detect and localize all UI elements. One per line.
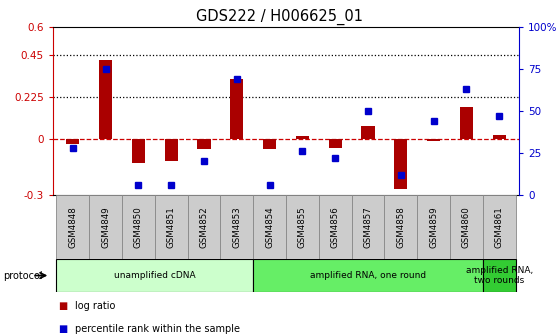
- Text: amplified RNA,
two rounds: amplified RNA, two rounds: [465, 266, 533, 285]
- Bar: [253, 259, 483, 292]
- Text: GSM4861: GSM4861: [495, 206, 504, 248]
- Text: GSM4856: GSM4856: [331, 206, 340, 248]
- Text: percentile rank within the sample: percentile rank within the sample: [75, 324, 240, 334]
- Bar: [493, 135, 506, 139]
- Text: unamplified cDNA: unamplified cDNA: [114, 271, 195, 280]
- Bar: [450, 195, 483, 259]
- Bar: [319, 195, 352, 259]
- Text: GSM4855: GSM4855: [298, 206, 307, 248]
- Text: GSM4859: GSM4859: [429, 206, 438, 248]
- Bar: [132, 139, 145, 163]
- Bar: [122, 195, 155, 259]
- Text: GSM4849: GSM4849: [101, 206, 110, 248]
- Text: GSM4860: GSM4860: [462, 206, 471, 248]
- Text: GSM4850: GSM4850: [134, 206, 143, 248]
- Text: GDS222 / H006625_01: GDS222 / H006625_01: [195, 8, 363, 25]
- Bar: [198, 139, 210, 149]
- Text: protocol: protocol: [3, 270, 42, 281]
- Bar: [89, 195, 122, 259]
- Bar: [352, 195, 384, 259]
- Bar: [384, 195, 417, 259]
- Bar: [253, 195, 286, 259]
- Bar: [165, 139, 177, 161]
- Text: GSM4851: GSM4851: [167, 206, 176, 248]
- Bar: [99, 60, 112, 139]
- Bar: [56, 259, 253, 292]
- Text: GSM4853: GSM4853: [232, 206, 241, 248]
- Text: amplified RNA, one round: amplified RNA, one round: [310, 271, 426, 280]
- Text: GSM4852: GSM4852: [199, 206, 209, 248]
- Text: GSM4857: GSM4857: [363, 206, 373, 248]
- Bar: [395, 139, 407, 189]
- Bar: [483, 195, 516, 259]
- Text: ■: ■: [59, 301, 68, 311]
- Bar: [329, 139, 341, 148]
- Bar: [230, 79, 243, 139]
- Bar: [286, 195, 319, 259]
- Bar: [427, 139, 440, 141]
- Text: GSM4854: GSM4854: [265, 206, 274, 248]
- Bar: [56, 195, 89, 259]
- Text: GSM4858: GSM4858: [396, 206, 405, 248]
- Text: ■: ■: [59, 324, 68, 334]
- Bar: [66, 139, 79, 144]
- Bar: [483, 259, 516, 292]
- Text: log ratio: log ratio: [75, 301, 116, 311]
- Text: GSM4848: GSM4848: [68, 206, 77, 248]
- Bar: [263, 139, 276, 149]
- Bar: [296, 136, 309, 139]
- Bar: [220, 195, 253, 259]
- Bar: [187, 195, 220, 259]
- Bar: [460, 107, 473, 139]
- Bar: [155, 195, 187, 259]
- Bar: [417, 195, 450, 259]
- Bar: [362, 126, 374, 139]
